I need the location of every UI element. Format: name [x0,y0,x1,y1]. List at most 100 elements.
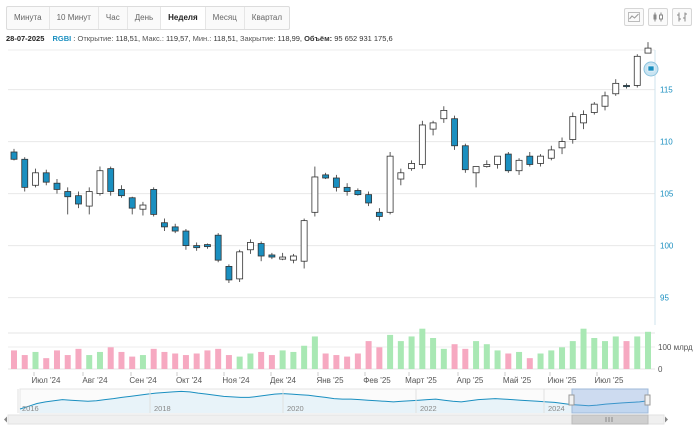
volume-bar[interactable] [279,350,286,369]
candle-body[interactable] [494,155,501,165]
candle-body[interactable] [537,155,544,164]
candle-body[interactable] [128,197,136,209]
navigator-handle-right[interactable] [644,394,651,406]
tab-day[interactable]: День [128,7,162,29]
candle-body[interactable] [633,55,641,86]
navigator-selection[interactable] [571,388,649,414]
volume-bar[interactable] [11,350,17,369]
volume-bar[interactable] [602,341,609,369]
scrollbar-track[interactable] [7,414,665,425]
candle-body[interactable] [590,103,598,113]
navigator-handle-left[interactable] [568,394,575,406]
candle-body[interactable] [279,256,287,260]
candle-body[interactable] [375,211,383,217]
bar-chart-button[interactable] [672,8,692,26]
volume-bar[interactable] [440,348,447,369]
candle-body[interactable] [408,163,415,170]
volume-bar[interactable] [354,353,361,370]
volume-bar[interactable] [462,348,469,369]
candle-body[interactable] [461,145,469,171]
volume-bar[interactable] [225,355,232,369]
candle-body[interactable] [214,234,222,261]
line-chart-button[interactable] [624,8,644,26]
candle-body[interactable] [85,191,93,207]
volume-bar[interactable] [258,351,265,369]
candle-body[interactable] [623,85,630,88]
candle-body[interactable] [193,245,201,249]
candle-body[interactable] [300,220,308,262]
scroll-right-arrow-icon[interactable] [665,416,668,423]
volume-bar[interactable] [193,353,200,370]
volume-bar[interactable] [591,338,598,369]
candle-body[interactable] [118,189,125,197]
volume-bar[interactable] [139,355,146,369]
candle-body[interactable] [161,222,168,228]
volume-bar[interactable] [311,336,318,369]
scroll-left-arrow-icon[interactable] [4,416,7,423]
volume-bar[interactable] [182,355,189,369]
volume-bar[interactable] [43,358,50,369]
volume-bar[interactable] [505,353,512,370]
candle-body[interactable] [171,226,179,232]
volume-bar[interactable] [580,328,587,369]
candle-body[interactable] [311,176,319,213]
volume-bar[interactable] [408,336,415,369]
volume-bar[interactable] [387,334,394,369]
volume-bar[interactable] [376,347,383,369]
candle-body[interactable] [107,168,115,192]
candle-body[interactable] [322,174,330,179]
candle-body[interactable] [451,118,458,147]
volume-bar[interactable] [32,351,39,369]
volume-bar[interactable] [419,328,426,369]
volume-bar[interactable] [301,345,308,369]
candle-body[interactable] [42,172,50,183]
volume-bar[interactable] [236,356,243,369]
volume-bar[interactable] [247,353,254,370]
volume-bar[interactable] [107,347,114,369]
candle-body[interactable] [53,182,61,190]
tab-week[interactable]: Неделя [161,7,206,29]
candle-body[interactable] [236,251,244,280]
volume-bar[interactable] [204,350,211,369]
tab-10-minutes[interactable]: 10 Минут [50,7,99,29]
volume-bar[interactable] [86,355,93,369]
candle-body[interactable] [547,149,555,159]
candle-body[interactable] [289,255,297,261]
volume-bar[interactable] [172,353,179,370]
volume-bar[interactable] [150,348,157,369]
volume-bar[interactable] [96,351,103,369]
volume-bar[interactable] [322,353,329,370]
volume-bar[interactable] [516,351,523,369]
volume-bar[interactable] [645,331,651,369]
candle-body[interactable] [10,151,18,160]
candle-body[interactable] [580,114,587,124]
volume-bar[interactable] [623,341,630,369]
candle-body[interactable] [429,122,437,130]
candle-body[interactable] [397,172,405,180]
candle-body[interactable] [247,242,254,251]
candle-body[interactable] [21,158,29,188]
volume-bar[interactable] [473,341,480,369]
volume-bar[interactable] [612,336,619,369]
candle-body[interactable] [644,47,652,54]
volume-bar[interactable] [129,356,136,369]
volume-bar[interactable] [161,351,168,369]
volume-bar[interactable] [430,338,437,369]
volume-bar[interactable] [365,341,372,369]
tab-hour[interactable]: Час [99,7,128,29]
candle-body[interactable] [440,110,448,120]
volume-bar[interactable] [537,353,544,370]
candle-body[interactable] [354,190,362,196]
candle-body[interactable] [257,243,265,257]
volume-bar[interactable] [569,341,576,369]
candlestick-chart-button[interactable] [648,8,668,26]
volume-bar[interactable] [53,350,60,369]
volume-bar[interactable] [118,351,125,369]
candle-body[interactable] [612,82,620,95]
candle-body[interactable] [332,177,340,188]
volume-bar[interactable] [559,347,566,369]
candle-body[interactable] [515,159,523,172]
volume-bar[interactable] [634,336,641,369]
scrollbar-thumb[interactable] [571,414,649,425]
